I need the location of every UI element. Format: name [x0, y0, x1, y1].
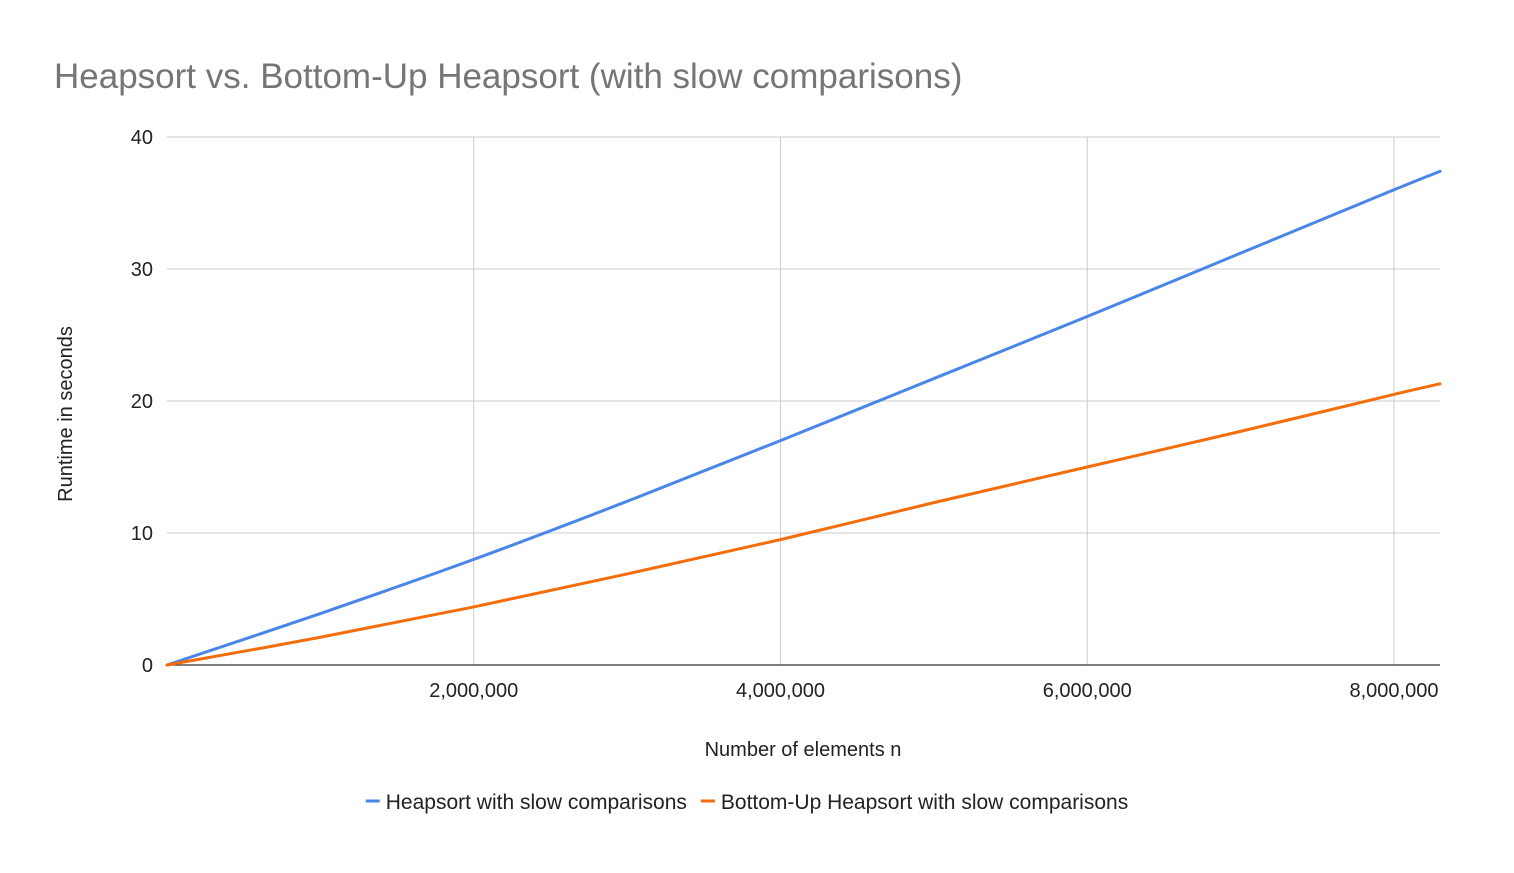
chart-title: Heapsort vs. Bottom-Up Heapsort (with sl… [54, 57, 962, 96]
y-tick-label: 0 [142, 655, 153, 677]
series-lines [165, 169, 1442, 667]
x-tick-label: 6,000,000 [1043, 680, 1132, 702]
y-axis-ticks: 0 10 20 30 40 [131, 127, 153, 677]
y-axis-label: Runtime in seconds [55, 326, 77, 502]
legend-item-0: Heapsort with slow comparisons [365, 791, 687, 814]
legend: Heapsort with slow comparisons Bottom-Up … [365, 791, 1128, 814]
series-line-0 [165, 169, 1442, 667]
y-tick-label: 20 [131, 391, 153, 413]
x-axis-label: Number of elements n [705, 739, 902, 761]
legend-label: Heapsort with slow comparisons [386, 791, 687, 814]
gridlines [167, 136, 1440, 666]
series-line-1 [165, 382, 1442, 667]
x-tick-label: 4,000,000 [736, 680, 825, 702]
y-tick-label: 30 [131, 259, 153, 281]
y-tick-label: 40 [131, 127, 153, 149]
y-tick-label: 10 [131, 523, 153, 545]
legend-label: Bottom-Up Heapsort with slow comparisons [721, 791, 1128, 814]
x-axis-ticks: 2,000,000 4,000,000 6,000,000 8,000,000 [429, 680, 1438, 702]
legend-item-1: Bottom-Up Heapsort with slow comparisons [700, 791, 1128, 814]
x-tick-label: 8,000,000 [1349, 680, 1438, 702]
x-tick-label: 2,000,000 [429, 680, 518, 702]
